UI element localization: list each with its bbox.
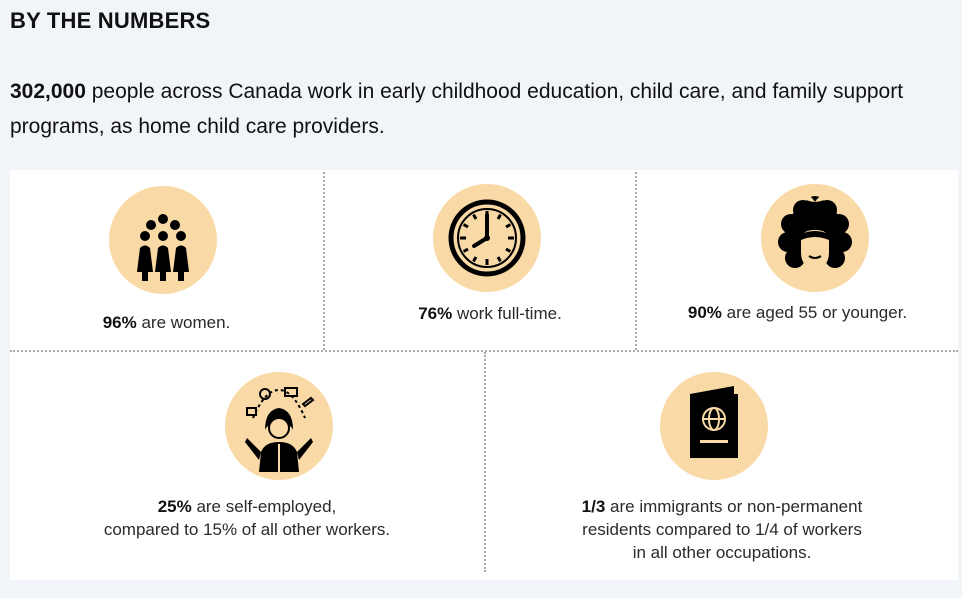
stat-line-3: in all other occupations. — [632, 543, 812, 562]
stat-caption: 96% are women. — [10, 311, 323, 334]
icon-circle — [433, 184, 541, 292]
page-title: BY THE NUMBERS — [10, 8, 211, 33]
divider-top-2 — [635, 172, 637, 350]
women-group-icon — [137, 214, 189, 281]
stat-women: 96% are women. — [10, 170, 323, 350]
stat-value: 90% — [687, 303, 722, 322]
divider-bottom — [484, 352, 486, 572]
stat-line-2: compared to 15% of all other workers. — [103, 520, 391, 539]
stat-line-1: 25% are self-employed, — [10, 495, 484, 518]
stat-text: are aged 55 or younger. — [721, 303, 908, 322]
clock-icon — [448, 199, 526, 277]
icon-circle — [225, 372, 333, 480]
stat-line-2: residents compared to 1/4 of workers — [582, 520, 862, 539]
intro-paragraph: 302,000 people across Canada work in ear… — [10, 74, 910, 144]
stat-full-time: 76% work full-time. — [325, 170, 635, 350]
stat-text: are women. — [136, 313, 231, 332]
stat-caption: 76% work full-time. — [325, 302, 655, 325]
icon-circle — [761, 184, 869, 292]
intro-text: people across Canada work in early child… — [10, 80, 904, 138]
divider-middle — [10, 350, 958, 352]
stat-caption: 25% are self-employed, compared to 15% o… — [10, 495, 484, 541]
stat-value: 96% — [102, 313, 137, 332]
stats-panel: 96% are women. — [10, 170, 958, 580]
stat-text: work full-time. — [452, 304, 562, 323]
stat-self-employed: 25% are self-employed, compared to 15% o… — [10, 352, 484, 580]
icon-circle — [660, 372, 768, 480]
stat-line-1: 1/3 are immigrants or non-permanent — [486, 495, 958, 518]
divider-top-1 — [323, 172, 325, 350]
woman-face-icon — [778, 194, 852, 268]
juggling-worker-icon — [245, 387, 315, 472]
stat-age: 90% are aged 55 or younger. — [637, 170, 958, 350]
stat-value: 76% — [418, 304, 453, 323]
stat-immigrants: 1/3 are immigrants or non-permanent resi… — [486, 352, 958, 580]
stat-text: are self-employed, — [191, 497, 337, 516]
passport-icon — [690, 386, 738, 458]
icon-circle — [109, 186, 217, 294]
stat-caption: 1/3 are immigrants or non-permanent resi… — [486, 495, 958, 564]
stat-value: 25% — [157, 497, 192, 516]
intro-number: 302,000 — [10, 80, 86, 103]
stat-text: are immigrants or non-permanent — [605, 497, 863, 516]
stat-caption: 90% are aged 55 or younger. — [637, 301, 958, 324]
stat-value: 1/3 — [581, 497, 606, 516]
